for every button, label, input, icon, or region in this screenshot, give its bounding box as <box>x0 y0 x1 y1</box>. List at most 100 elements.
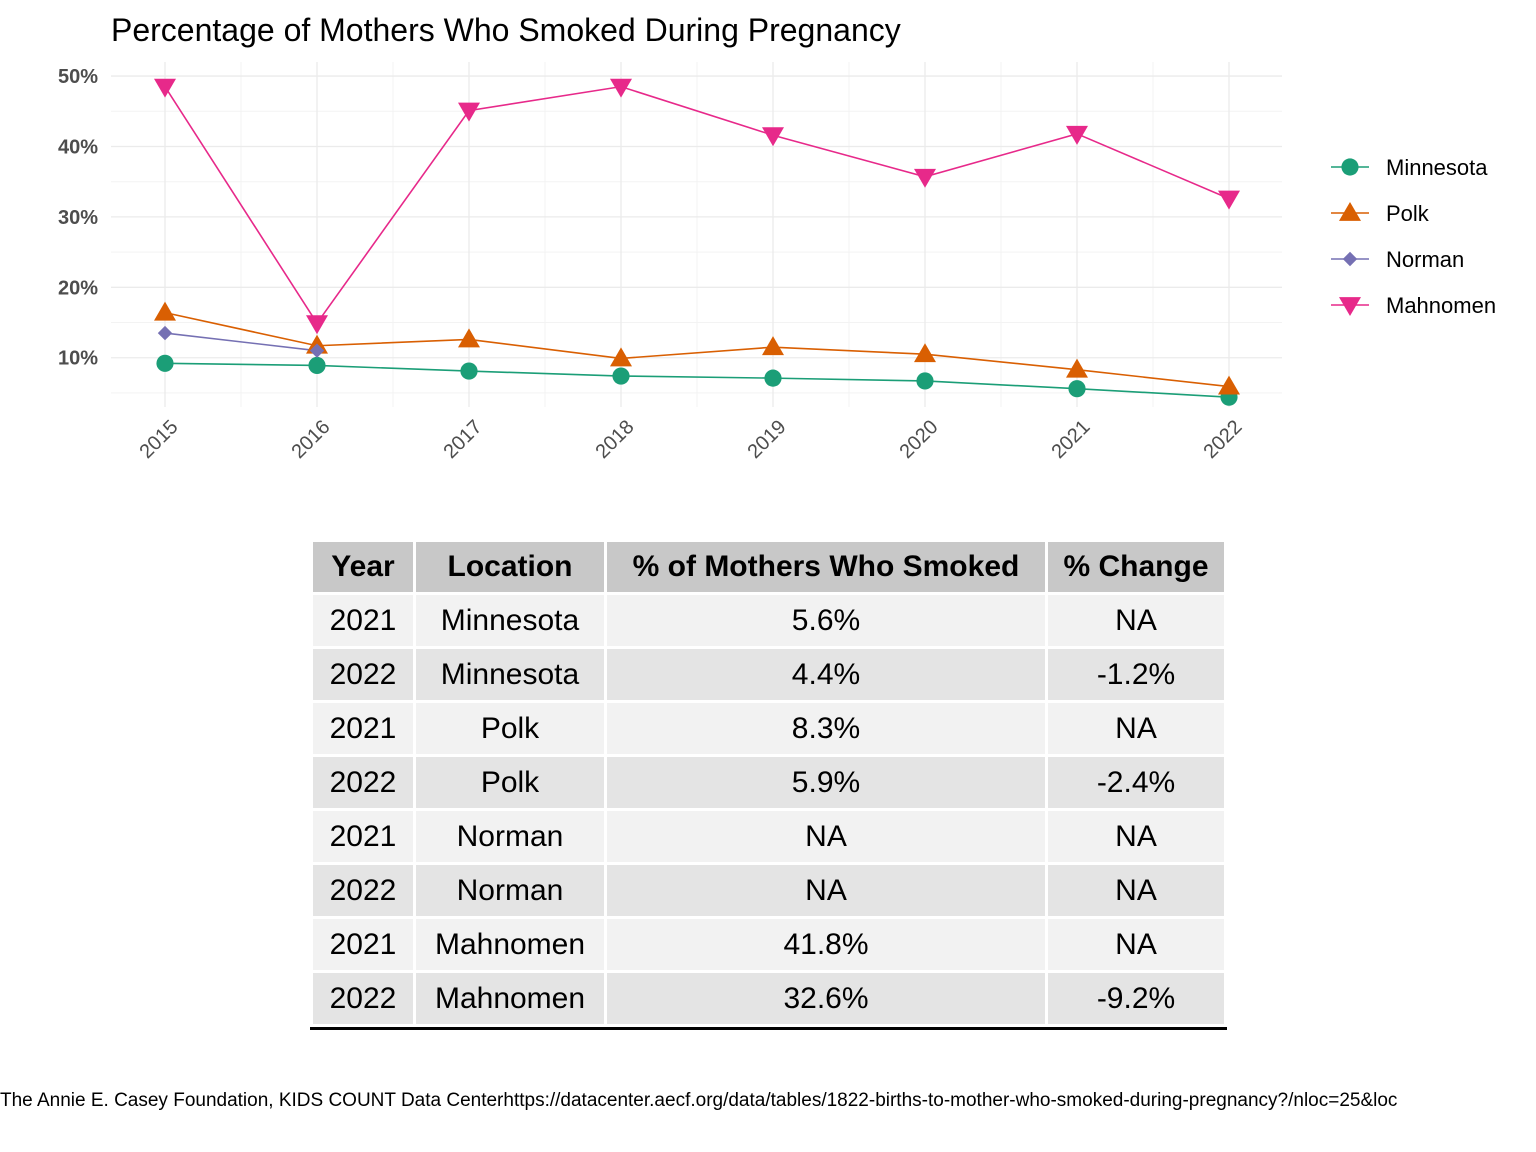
cell-year: 2022 <box>313 649 413 700</box>
table-row: 2021 Polk 8.3% NA <box>313 703 1224 754</box>
cell-change: -1.2% <box>1048 649 1224 700</box>
header-location: Location <box>416 542 604 592</box>
cell-percent: NA <box>607 865 1045 916</box>
table-row: 2022 Mahnomen 32.6% -9.2% <box>313 973 1224 1024</box>
cell-change: NA <box>1048 811 1224 862</box>
table-row: 2022 Polk 5.9% -2.4% <box>313 757 1224 808</box>
cell-location: Mahnomen <box>416 919 604 970</box>
header-percent-change: % Change <box>1048 542 1224 592</box>
data-point <box>916 372 934 390</box>
cell-percent: NA <box>607 811 1045 862</box>
data-table: Year Location % of Mothers Who Smoked % … <box>310 539 1227 1030</box>
x-axis-ticks: 2015 2016 2017 2018 2019 2020 2021 2022 <box>136 416 1247 463</box>
table-header-row: Year Location % of Mothers Who Smoked % … <box>313 542 1224 592</box>
x-tick-label: 2021 <box>1048 416 1095 463</box>
data-point <box>308 356 326 375</box>
data-point <box>1342 251 1358 267</box>
cell-percent: 5.9% <box>607 757 1045 808</box>
data-point <box>1339 297 1361 316</box>
legend-label: Mahnomen <box>1386 293 1496 318</box>
cell-year: 2021 <box>313 703 413 754</box>
legend-label: Norman <box>1386 247 1464 272</box>
data-point <box>154 78 176 98</box>
legend-label: Polk <box>1386 201 1430 226</box>
y-tick-label: 20% <box>58 277 98 299</box>
cell-change: -9.2% <box>1048 973 1224 1024</box>
data-point <box>309 343 325 358</box>
series-line-minnesota <box>164 362 1230 398</box>
cell-location: Norman <box>416 811 604 862</box>
y-axis-ticks: 10% 20% 30% 40% 50% <box>58 66 98 370</box>
cell-location: Minnesota <box>416 595 604 646</box>
data-point <box>610 347 632 367</box>
data-point <box>762 336 784 356</box>
data-point <box>1339 202 1361 221</box>
cell-percent: 4.4% <box>607 649 1045 700</box>
data-point <box>154 301 176 321</box>
cell-percent: 32.6% <box>607 973 1045 1024</box>
table-row: 2021 Minnesota 5.6% NA <box>313 595 1224 646</box>
cell-change: NA <box>1048 595 1224 646</box>
x-tick-label: 2016 <box>288 416 335 463</box>
chart-title: Percentage of Mothers Who Smoked During … <box>111 12 901 48</box>
minor-gridlines <box>111 62 1282 407</box>
cell-year: 2021 <box>313 919 413 970</box>
legend: Minnesota Polk Norman Mahnomen <box>1331 155 1496 318</box>
data-point <box>458 328 480 348</box>
cell-location: Minnesota <box>416 649 604 700</box>
data-point <box>914 168 936 188</box>
y-tick-label: 50% <box>58 66 98 88</box>
header-percent-smoked: % of Mothers Who Smoked <box>607 542 1045 592</box>
table-row: 2021 Mahnomen 41.8% NA <box>313 919 1224 970</box>
data-point <box>458 102 480 122</box>
data-point <box>610 78 632 98</box>
data-point <box>1066 358 1088 378</box>
table-row: 2022 Norman NA NA <box>313 865 1224 916</box>
line-chart: Percentage of Mothers Who Smoked During … <box>58 12 1496 463</box>
cell-location: Polk <box>416 703 604 754</box>
cell-change: NA <box>1048 919 1224 970</box>
data-point <box>1066 125 1088 145</box>
data-point <box>612 367 630 385</box>
cell-year: 2022 <box>313 757 413 808</box>
x-tick-label: 2020 <box>896 416 943 463</box>
source-caption: The Annie E. Casey Foundation, KIDS COUN… <box>0 1090 1398 1111</box>
cell-percent: 41.8% <box>607 919 1045 970</box>
series-line-norman <box>164 332 318 352</box>
data-point <box>156 354 174 372</box>
data-point <box>1218 190 1240 210</box>
data-point <box>1341 158 1359 176</box>
x-tick-label: 2017 <box>440 416 487 463</box>
data-point <box>914 343 936 363</box>
data-point <box>1218 375 1240 395</box>
data-point <box>762 127 784 147</box>
x-tick-label: 2015 <box>136 416 183 463</box>
cell-year: 2021 <box>313 595 413 646</box>
data-point <box>460 362 478 380</box>
cell-year: 2022 <box>313 973 413 1024</box>
y-tick-label: 30% <box>58 207 98 229</box>
cell-location: Norman <box>416 865 604 916</box>
cell-change: -2.4% <box>1048 757 1224 808</box>
legend-label: Minnesota <box>1386 155 1488 180</box>
y-tick-label: 40% <box>58 136 98 158</box>
x-tick-label: 2022 <box>1200 416 1247 463</box>
data-point <box>1068 380 1086 398</box>
table-row: 2022 Minnesota 4.4% -1.2% <box>313 649 1224 700</box>
series-line-mahnomen <box>164 85 1230 325</box>
cell-year: 2021 <box>313 811 413 862</box>
x-tick-label: 2018 <box>592 416 639 463</box>
cell-year: 2022 <box>313 865 413 916</box>
y-tick-label: 10% <box>58 348 98 370</box>
series-lines <box>164 85 1230 398</box>
cell-change: NA <box>1048 865 1224 916</box>
table-row: 2021 Norman NA NA <box>313 811 1224 862</box>
cell-percent: 8.3% <box>607 703 1045 754</box>
header-year: Year <box>313 542 413 592</box>
cell-location: Polk <box>416 757 604 808</box>
cell-percent: 5.6% <box>607 595 1045 646</box>
data-point <box>157 325 173 341</box>
cell-change: NA <box>1048 703 1224 754</box>
x-tick-label: 2019 <box>744 416 791 463</box>
series-line-polk <box>164 311 1230 388</box>
